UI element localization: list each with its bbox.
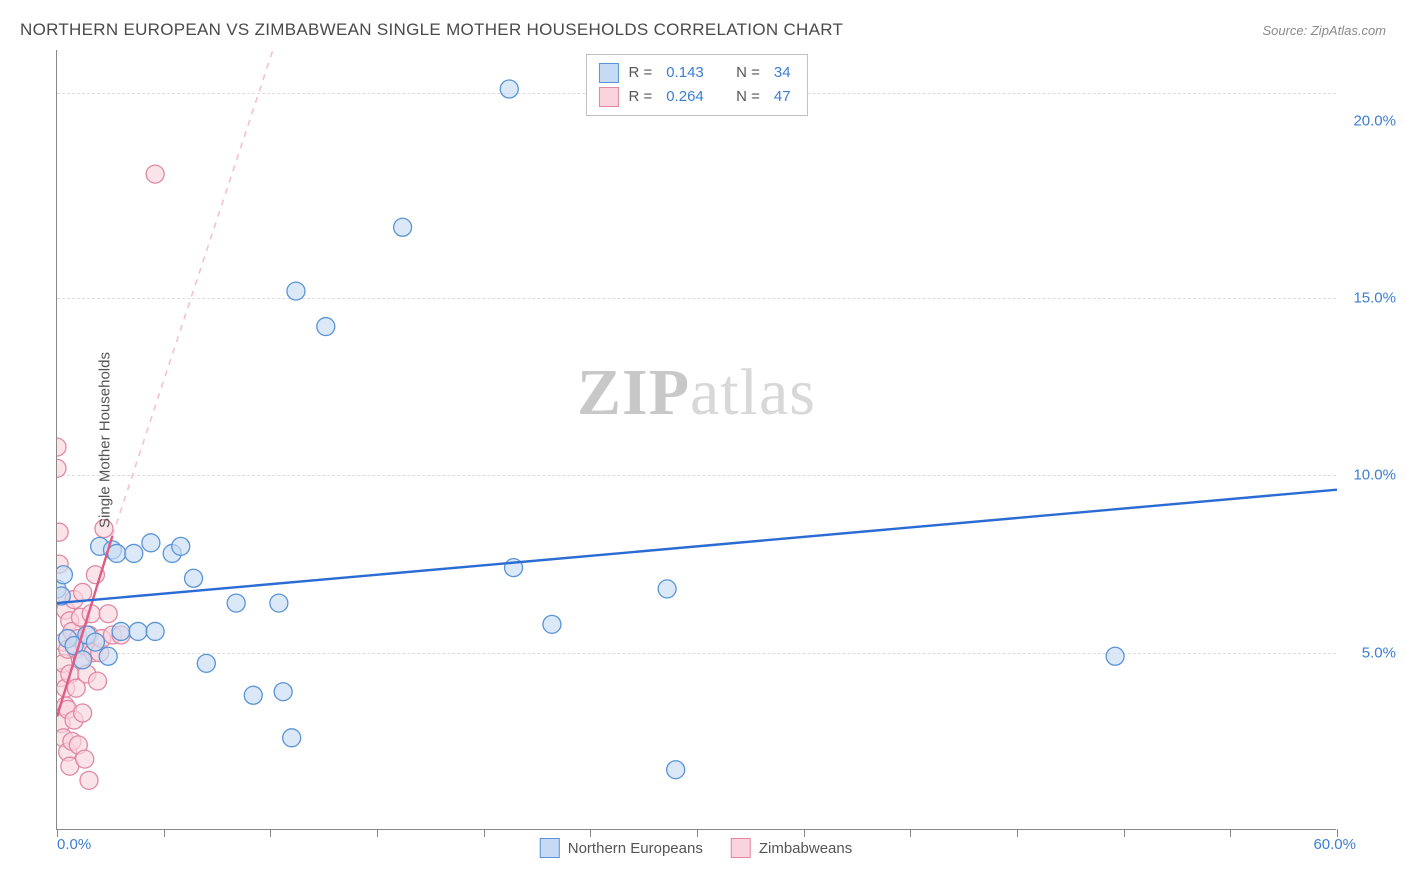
swatch-blue-icon: [540, 838, 560, 858]
data-point-ne: [244, 686, 262, 704]
data-point-zw: [89, 672, 107, 690]
legend-item: Northern Europeans: [540, 838, 703, 858]
data-point-ne: [112, 622, 130, 640]
data-point-ne: [125, 544, 143, 562]
x-tick: [377, 829, 378, 837]
data-point-ne: [99, 647, 117, 665]
y-tick-label: 15.0%: [1353, 290, 1396, 307]
data-point-ne: [287, 282, 305, 300]
data-point-ne: [57, 566, 72, 584]
correlation-legend: R = 0.143 N = 34 R = 0.264 N = 47: [585, 54, 807, 116]
data-point-zw: [57, 438, 66, 456]
x-tick: [1230, 829, 1231, 837]
r-value: 0.143: [666, 61, 704, 85]
x-axis-max-label: 60.0%: [1313, 836, 1356, 853]
data-point-zw: [74, 704, 92, 722]
x-tick: [910, 829, 911, 837]
x-tick: [697, 829, 698, 837]
r-label: R =: [628, 85, 652, 109]
x-tick: [484, 829, 485, 837]
swatch-blue-icon: [598, 63, 618, 83]
data-point-ne: [270, 594, 288, 612]
data-point-zw: [146, 165, 164, 183]
n-value: 47: [774, 85, 791, 109]
plot-area: ZIPatlas Single Mother Households 5.0%10…: [56, 50, 1336, 830]
data-point-ne: [185, 569, 203, 587]
legend-row: R = 0.264 N = 47: [598, 85, 794, 109]
data-point-ne: [667, 761, 685, 779]
legend-row: R = 0.143 N = 34: [598, 61, 794, 85]
swatch-pink-icon: [731, 838, 751, 858]
data-point-zw: [57, 523, 68, 541]
r-label: R =: [628, 61, 652, 85]
data-point-ne: [197, 654, 215, 672]
y-tick-label: 20.0%: [1353, 112, 1396, 129]
data-point-ne: [543, 615, 561, 633]
data-point-zw: [80, 771, 98, 789]
trend-line: [57, 490, 1337, 603]
chart-title: NORTHERN EUROPEAN VS ZIMBABWEAN SINGLE M…: [20, 20, 843, 40]
data-point-ne: [227, 594, 245, 612]
legend-item: Zimbabweans: [731, 838, 852, 858]
data-point-zw: [99, 605, 117, 623]
data-point-ne: [108, 544, 126, 562]
x-tick: [590, 829, 591, 837]
legend-label: Zimbabweans: [759, 840, 852, 857]
data-point-zw: [74, 583, 92, 601]
x-tick: [1017, 829, 1018, 837]
plot-wrap: ZIPatlas Single Mother Households 5.0%10…: [56, 50, 1336, 830]
scatter-svg: [57, 50, 1337, 830]
data-point-ne: [146, 622, 164, 640]
data-point-ne: [500, 80, 518, 98]
swatch-pink-icon: [598, 87, 618, 107]
y-axis-label: Single Mother Households: [96, 352, 113, 528]
y-tick-label: 10.0%: [1353, 467, 1396, 484]
data-point-ne: [1106, 647, 1124, 665]
data-point-ne: [658, 580, 676, 598]
x-tick: [57, 829, 58, 837]
data-point-zw: [76, 750, 94, 768]
data-point-ne: [283, 729, 301, 747]
data-point-zw: [57, 459, 66, 477]
legend-label: Northern Europeans: [568, 840, 703, 857]
data-point-ne: [172, 537, 190, 555]
data-point-ne: [86, 633, 104, 651]
x-tick: [164, 829, 165, 837]
data-point-ne: [317, 318, 335, 336]
x-tick: [1337, 829, 1338, 837]
x-tick: [804, 829, 805, 837]
r-value: 0.264: [666, 85, 704, 109]
x-tick: [270, 829, 271, 837]
n-label: N =: [736, 85, 760, 109]
n-label: N =: [736, 61, 760, 85]
data-point-ne: [274, 683, 292, 701]
y-tick-label: 5.0%: [1362, 644, 1396, 661]
data-point-ne: [142, 534, 160, 552]
data-point-ne: [129, 622, 147, 640]
n-value: 34: [774, 61, 791, 85]
x-axis-min-label: 0.0%: [57, 836, 91, 853]
x-tick: [1124, 829, 1125, 837]
source-credit: Source: ZipAtlas.com: [1262, 23, 1386, 38]
data-point-ne: [394, 218, 412, 236]
series-legend: Northern Europeans Zimbabweans: [540, 838, 852, 858]
